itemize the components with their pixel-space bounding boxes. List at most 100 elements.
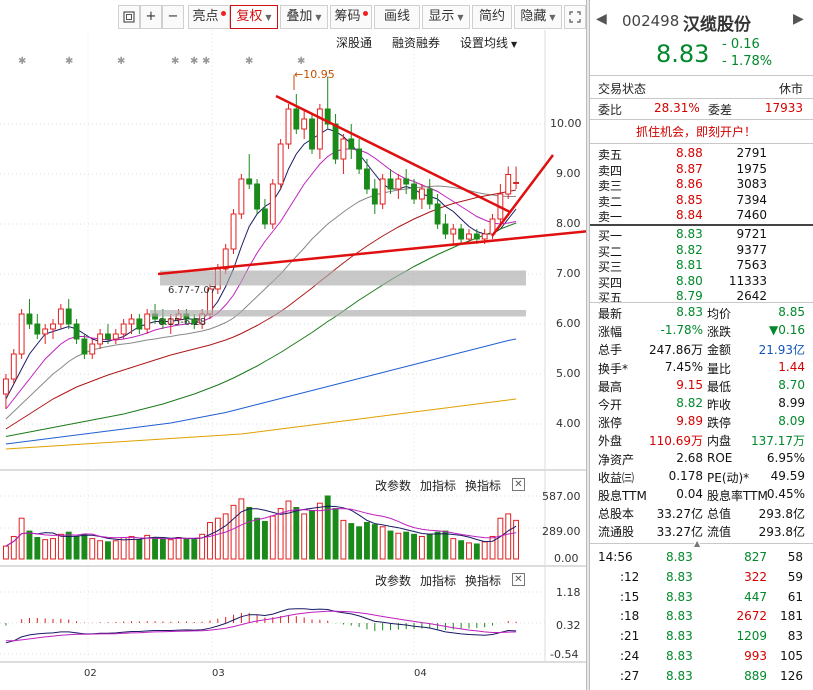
stat-row[interactable]: 涨停 9.89 跌停 8.09 bbox=[590, 414, 813, 431]
toolbar-btn-jianyue[interactable]: 简约 bbox=[472, 5, 512, 29]
zoom-out-icon[interactable]: − bbox=[162, 5, 184, 29]
macd-menu-params[interactable]: 改参数 bbox=[375, 574, 412, 588]
candle-body bbox=[473, 233, 480, 240]
stat-row[interactable]: 股息TTM 0.04 股息率TTM 0.45% bbox=[590, 487, 813, 504]
stat-label: ROE bbox=[707, 450, 733, 465]
candle-body bbox=[136, 318, 143, 330]
tick-row[interactable]: :18 8.83 2672 181 bbox=[590, 609, 813, 626]
volume-bar bbox=[324, 495, 331, 560]
next-stock-icon[interactable]: ▶ bbox=[793, 11, 804, 27]
link-shengutong[interactable]: 深股通 bbox=[336, 36, 373, 50]
ask-level-row[interactable]: 卖三 8.86 3083 bbox=[590, 177, 813, 194]
volume-bar bbox=[293, 506, 300, 560]
stat-label: 昨收 bbox=[707, 398, 732, 412]
kline-chart-region[interactable]: + − 亮点 复权 ▼ 叠加 ▼ 筹码 画线 显示 ▼ 简约 隐藏 ▼ 深股通 融资融券… bbox=[0, 0, 586, 690]
candle-body bbox=[230, 213, 237, 250]
ask-volume: 1975 bbox=[736, 161, 767, 176]
tick-count: 61 bbox=[787, 589, 803, 604]
tick-row[interactable]: :12 8.83 322 59 bbox=[590, 570, 813, 587]
chart-grid bbox=[0, 30, 586, 663]
star-marker-icon: ✱ bbox=[65, 56, 73, 67]
toolbar-btn-liangdian[interactable]: 亮点 bbox=[188, 5, 230, 29]
candlestick-series bbox=[2, 76, 520, 409]
ask-level-row[interactable]: 卖一 8.84 7460 bbox=[590, 208, 813, 225]
stat-row[interactable]: 总股本 33.27亿 总值 293.8亿 bbox=[590, 505, 813, 522]
stat-row[interactable]: 总手 247.86万 金额 21.93亿 bbox=[590, 341, 813, 358]
fullscreen-icon[interactable] bbox=[564, 5, 586, 29]
volume-bar bbox=[10, 535, 17, 560]
volume-bar bbox=[222, 513, 229, 560]
bid-level-row[interactable]: 买一 8.83 9721 bbox=[590, 227, 813, 244]
prev-stock-icon[interactable]: ◀ bbox=[596, 11, 607, 27]
tick-row[interactable]: :27 8.83 889 126 bbox=[590, 669, 813, 686]
toolbar-btn-chouma[interactable]: 筹码 bbox=[330, 5, 372, 29]
stat-row[interactable]: 最新 8.83 均价 8.85 bbox=[590, 305, 813, 322]
candle-body bbox=[2, 378, 9, 395]
volume-bar bbox=[144, 534, 151, 560]
bid-level-row[interactable]: 买二 8.82 9377 bbox=[590, 243, 813, 260]
quote-panel: ◀ 002498 汉缆股份 ▶ 8.83 - 0.16 - 1.78% 交易状态… bbox=[590, 0, 813, 690]
toolbar-btn-xianshi[interactable]: 显示 ▼ bbox=[422, 5, 470, 29]
tick-row[interactable]: :15 8.83 447 61 bbox=[590, 590, 813, 607]
macd-menu-add[interactable]: 加指标 bbox=[420, 574, 457, 588]
price-tick: 8.00 bbox=[556, 217, 581, 230]
zoom-in-icon[interactable]: + bbox=[140, 5, 162, 29]
stat-row[interactable]: 外盘 110.69万 内盘 137.17万 bbox=[590, 432, 813, 449]
ask-level-row[interactable]: 卖二 8.85 7394 bbox=[590, 193, 813, 210]
price-tick: 4.00 bbox=[556, 417, 581, 430]
bid-level-row[interactable]: 买五 8.79 2642 bbox=[590, 289, 813, 306]
tick-row[interactable]: :21 8.83 1209 83 bbox=[590, 629, 813, 646]
tick-count: 59 bbox=[787, 569, 803, 584]
ask-price: 8.86 bbox=[676, 177, 703, 191]
stat-row[interactable]: 净资产 2.68 ROE 6.95% bbox=[590, 451, 813, 468]
toolbar-btn-huaxian[interactable]: 画线 bbox=[374, 5, 420, 29]
toolbar-btn-fuquan[interactable]: 复权 ▼ bbox=[230, 5, 278, 29]
tick-row[interactable]: :24 8.83 993 105 bbox=[590, 649, 813, 666]
price-tick: 7.00 bbox=[556, 267, 581, 280]
bid-level-row[interactable]: 买四 8.80 11333 bbox=[590, 274, 813, 291]
volume-bar bbox=[316, 502, 323, 560]
open-account-link[interactable]: 抓住机会，即刻开户！ bbox=[636, 125, 757, 139]
volume-bar bbox=[505, 513, 512, 560]
stat-label: 总手 bbox=[598, 343, 623, 358]
panel-splitter[interactable] bbox=[586, 0, 590, 690]
stat-value: 6.95% bbox=[766, 450, 805, 465]
tick-row[interactable]: 14:56 8.83 827 58 bbox=[590, 550, 813, 567]
vol-menu-params[interactable]: 改参数 bbox=[375, 479, 412, 493]
candle-body bbox=[466, 233, 472, 240]
stat-row[interactable]: 流通股 33.27亿 流值 293.8亿 bbox=[590, 523, 813, 540]
stat-row[interactable]: 今开 8.82 昨收 8.99 bbox=[590, 396, 813, 413]
ask-level-row[interactable]: 卖五 8.88 2791 bbox=[590, 146, 813, 163]
stat-label: 最高 bbox=[598, 379, 623, 394]
bid-level-row[interactable]: 买三 8.81 7563 bbox=[590, 258, 813, 275]
close-icon[interactable]: ✕ bbox=[512, 478, 525, 491]
candle-body bbox=[34, 323, 41, 335]
ask-level-label: 卖四 bbox=[598, 163, 623, 178]
stat-row[interactable]: 收益㈢ 0.178 PE(动)* 49.59 bbox=[590, 469, 813, 486]
link-rongzirongquan[interactable]: 融资融券 bbox=[392, 36, 441, 50]
range-annotation-2: 6.15-6.28 bbox=[158, 317, 207, 328]
vol-menu-add[interactable]: 加指标 bbox=[420, 479, 457, 493]
toolbar-btn-diejia[interactable]: 叠加 ▼ bbox=[280, 5, 328, 29]
vol-menu-switch[interactable]: 换指标 bbox=[465, 479, 502, 493]
toolbar-btn-yincang[interactable]: 隐藏 ▼ bbox=[514, 5, 562, 29]
link-set-ma[interactable]: 设置均线 ▼ bbox=[460, 36, 518, 50]
candle-body bbox=[167, 318, 174, 325]
ask-price: 8.85 bbox=[676, 192, 703, 207]
stat-row[interactable]: 涨幅 -1.78% 涨跌 ▼0.16 bbox=[590, 323, 813, 340]
macd-menu-switch[interactable]: 换指标 bbox=[465, 574, 502, 588]
stat-label: 最新 bbox=[598, 307, 623, 321]
stat-row[interactable]: 换手* 7.45% 量比 1.44 bbox=[590, 360, 813, 377]
stat-row[interactable]: 最高 9.15 最低 8.70 bbox=[590, 378, 813, 395]
screenshot-icon[interactable] bbox=[118, 5, 140, 29]
ask-level-row[interactable]: 卖四 8.87 1975 bbox=[590, 162, 813, 179]
breakout-arrow bbox=[491, 154, 554, 237]
stock-name: 汉缆股份 bbox=[683, 15, 751, 35]
volume-bar bbox=[238, 498, 245, 560]
chart-toolbar: + − 亮点 复权 ▼ 叠加 ▼ 筹码 画线 显示 ▼ 简约 隐藏 ▼ bbox=[0, 5, 586, 29]
close-icon[interactable]: ✕ bbox=[512, 573, 525, 586]
collapse-up-icon[interactable]: ▲ bbox=[694, 539, 701, 548]
bid-level-label: 买一 bbox=[598, 229, 623, 243]
ask-price: 8.87 bbox=[676, 161, 703, 176]
kline-chart[interactable]: ✱ ✱ ✱ ✱ ✱ ✱ ✱ ✱ bbox=[0, 0, 586, 690]
